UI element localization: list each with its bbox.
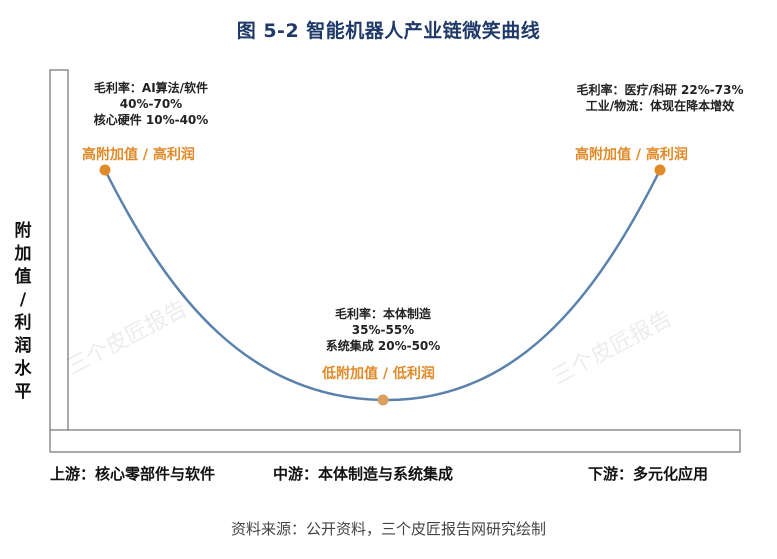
left-point-marker [99, 164, 111, 176]
y-label-char: 润 [14, 336, 32, 356]
stage-midstream: 中游：本体制造与系统集成 [273, 465, 454, 483]
right-point-marker [654, 164, 666, 176]
y-label-char: 加 [14, 244, 32, 264]
source-footer: 资料来源：公开资料，三个皮匠报告网研究绘制 [230, 520, 546, 538]
y-label-char: 利 [14, 313, 32, 333]
mid-margin-note: 毛利率：本体制造 35%-55% 系统集成 20%-50% [318, 306, 448, 354]
note-line: 35%-55% [351, 323, 415, 337]
y-label-char: 水 [14, 359, 32, 379]
page-title: 图 5-2 智能机器人产业链微笑曲线 [236, 20, 541, 42]
stage-downstream: 下游：多元化应用 [588, 465, 709, 483]
right-margin-note: 毛利率：医疗/科研 22%-73% 工业/物流：体现在降本增效 [560, 82, 760, 114]
note-line: 工业/物流：体现在降本增效 [585, 99, 735, 113]
stage-upstream: 上游：核心零部件与软件 [50, 465, 216, 483]
y-axis-label: 附 加 值 / 利 润 水 平 [10, 220, 36, 404]
y-label-char: / [19, 290, 27, 310]
mid-point-marker [377, 394, 389, 406]
y-label-char: 值 [14, 267, 32, 287]
note-line: 毛利率：AI算法/软件 [93, 81, 209, 95]
y-label-char: 附 [14, 221, 32, 241]
note-line: 毛利率：本体制造 [334, 307, 431, 321]
note-line: 40%-70% [119, 97, 183, 111]
left-margin-note: 毛利率：AI算法/软件 40%-70% 核心硬件 10%-40% [76, 80, 226, 128]
y-axis-bar [49, 69, 69, 431]
mid-value-tag: 低附加值 / 低利润 [322, 366, 435, 382]
x-axis-bar [49, 429, 741, 453]
right-value-tag: 高附加值 / 高利润 [575, 147, 688, 163]
note-line: 核心硬件 10%-40% [93, 113, 209, 127]
note-line: 毛利率：医疗/科研 22%-73% [576, 83, 744, 97]
note-line: 系统集成 20%-50% [325, 339, 441, 353]
y-label-char: 平 [14, 382, 32, 402]
left-value-tag: 高附加值 / 高利润 [82, 147, 195, 163]
